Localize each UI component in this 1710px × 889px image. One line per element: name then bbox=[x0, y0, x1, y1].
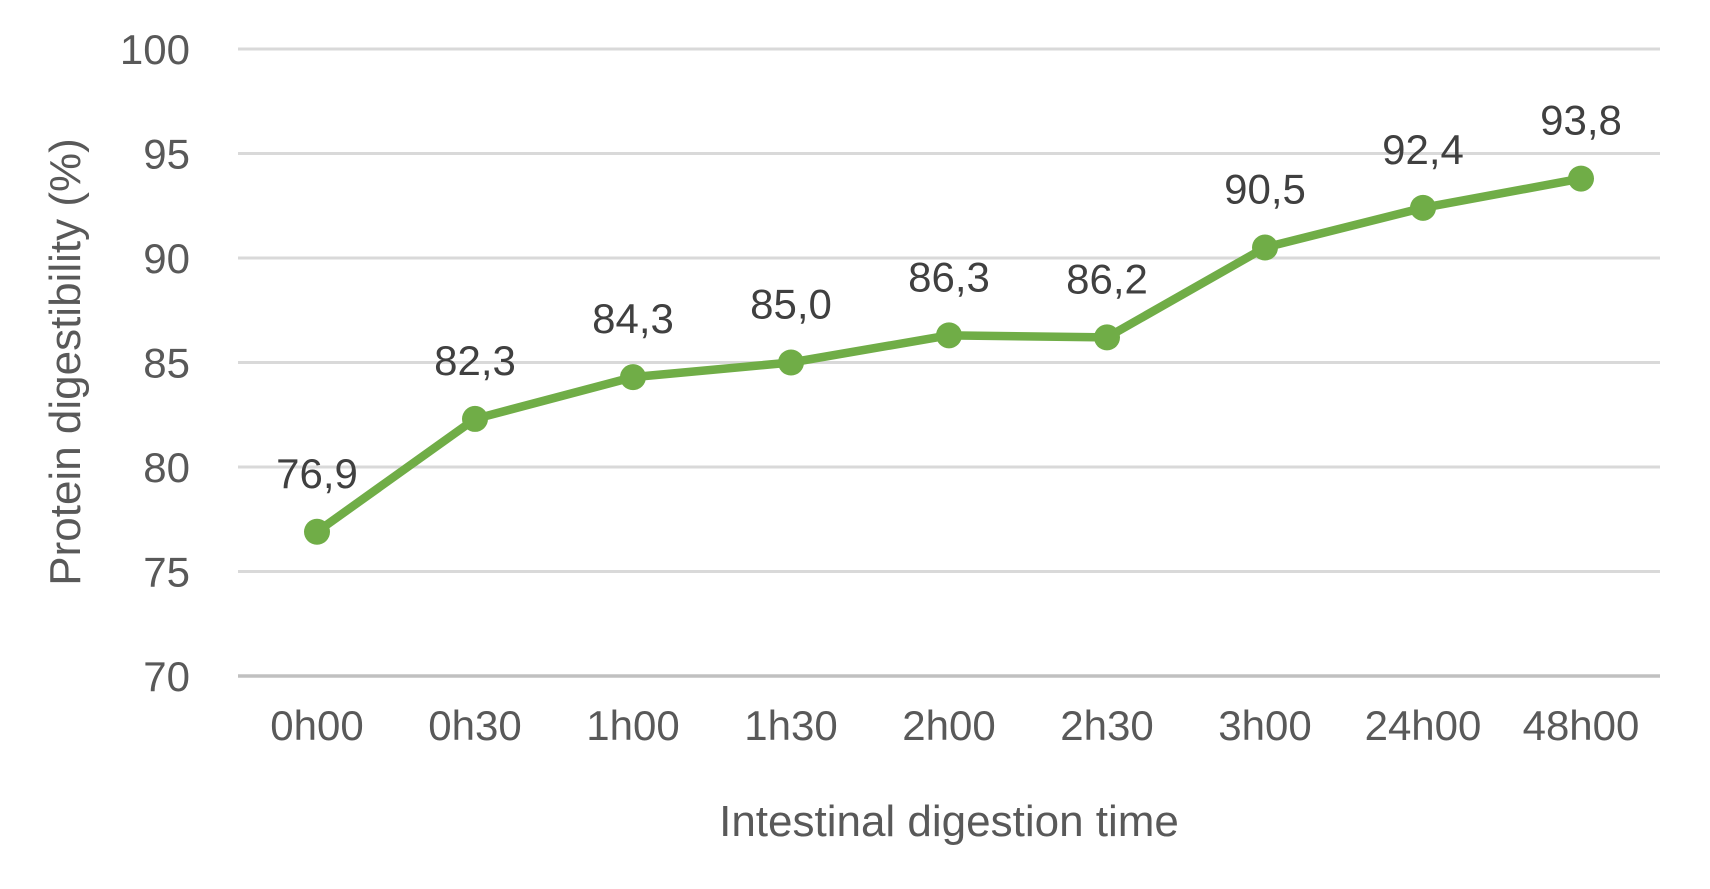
x-axis-title: Intestinal digestion time bbox=[719, 797, 1179, 846]
x-tick-label: 0h30 bbox=[428, 702, 521, 749]
data-point-label: 84,3 bbox=[592, 295, 674, 342]
data-point-label: 76,9 bbox=[276, 450, 358, 497]
y-tick-label: 100 bbox=[120, 26, 190, 73]
x-axis-tick-labels: 0h00 0h30 1h00 1h30 2h00 2h30 3h00 24h00 48h00 bbox=[270, 702, 1639, 749]
data-point-label: 90,5 bbox=[1224, 166, 1306, 213]
data-point-labels: 76,9 82,3 84,3 85,0 86,3 86,2 90,5 92,4 93,8 bbox=[276, 97, 1622, 497]
x-tick-label: 1h00 bbox=[586, 702, 679, 749]
y-axis-tick-labels: 100 95 90 85 80 75 70 bbox=[120, 26, 190, 700]
x-tick-label: 48h00 bbox=[1523, 702, 1640, 749]
data-point-marker bbox=[936, 322, 962, 349]
y-tick-label: 85 bbox=[143, 340, 190, 387]
data-point-marker bbox=[1094, 324, 1120, 351]
data-point-label: 92,4 bbox=[1382, 126, 1464, 173]
data-point-label: 93,8 bbox=[1540, 97, 1622, 144]
x-tick-label: 24h00 bbox=[1365, 702, 1482, 749]
y-tick-label: 95 bbox=[143, 131, 190, 178]
data-point-marker bbox=[304, 518, 330, 545]
data-point-label: 85,0 bbox=[750, 281, 832, 328]
x-tick-label: 1h30 bbox=[744, 702, 837, 749]
x-tick-label: 0h00 bbox=[270, 702, 363, 749]
y-tick-label: 80 bbox=[143, 444, 190, 491]
data-point-markers bbox=[304, 165, 1594, 545]
y-axis-title: Protein digestibility (%) bbox=[41, 138, 90, 586]
x-tick-label: 3h00 bbox=[1218, 702, 1311, 749]
data-point-marker bbox=[462, 405, 488, 432]
y-tick-label: 90 bbox=[143, 235, 190, 282]
y-tick-label: 75 bbox=[143, 549, 190, 596]
data-point-label: 86,3 bbox=[908, 253, 990, 300]
data-point-marker bbox=[620, 364, 646, 391]
x-tick-label: 2h30 bbox=[1060, 702, 1153, 749]
y-tick-label: 70 bbox=[143, 653, 190, 700]
data-point-label: 82,3 bbox=[434, 337, 516, 384]
data-point-marker bbox=[1568, 165, 1594, 192]
x-tick-label: 2h00 bbox=[902, 702, 995, 749]
data-point-label: 86,2 bbox=[1066, 255, 1148, 302]
data-point-marker bbox=[1410, 194, 1436, 221]
gridlines bbox=[238, 47, 1660, 573]
data-point-marker bbox=[1252, 234, 1278, 261]
data-point-marker bbox=[778, 349, 804, 376]
